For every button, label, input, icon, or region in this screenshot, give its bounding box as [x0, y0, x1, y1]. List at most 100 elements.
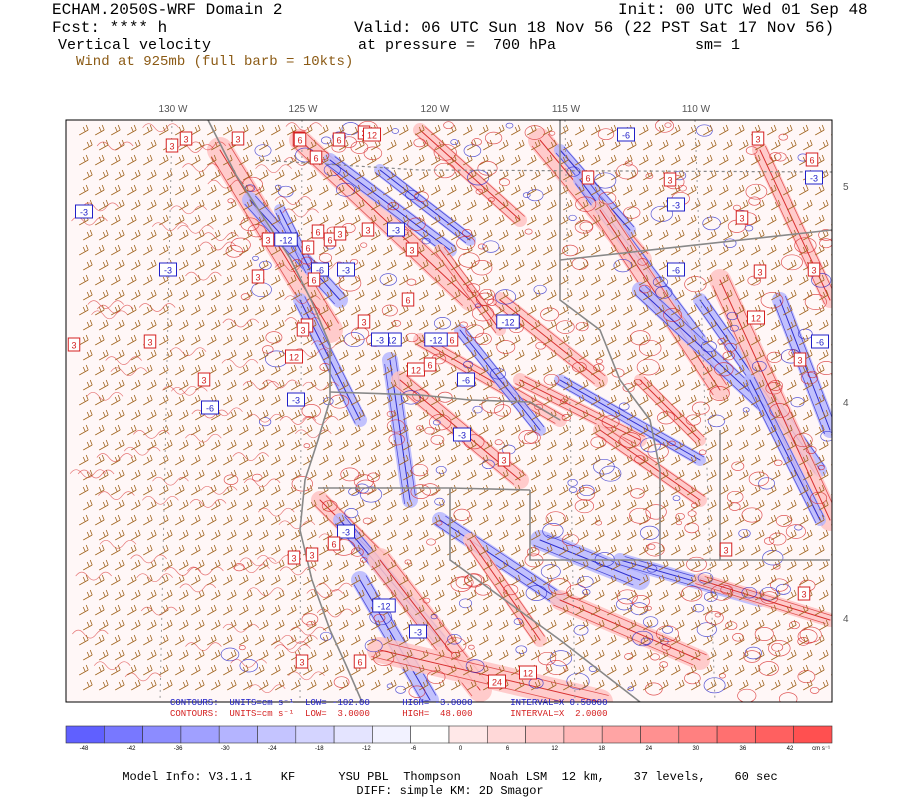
valid-time: Valid: 06 UTC Sun 18 Nov 56 (22 PST Sat …: [354, 19, 835, 37]
wind-barb: [211, 649, 221, 661]
wind-barb: [115, 649, 125, 661]
small-contour: [410, 484, 431, 499]
wind-barb: [143, 124, 153, 136]
wind-barb: [367, 304, 377, 316]
velocity-contour: [371, 656, 566, 702]
small-contour: [426, 670, 446, 684]
wind-barb: [515, 619, 525, 631]
wind-barb: [227, 469, 237, 481]
wind-barb: [95, 124, 105, 136]
wind-barb: [243, 409, 253, 421]
wind-barb: [719, 634, 729, 646]
wind-barb: [575, 394, 585, 406]
wind-barb: [435, 679, 445, 691]
small-contour: [568, 486, 578, 493]
wind-barb: [751, 364, 761, 376]
wind-barb: [371, 679, 381, 691]
wind-barb: [691, 439, 701, 451]
wind-barb: [403, 439, 413, 451]
wind-barb: [319, 184, 329, 196]
small-contour: [351, 547, 364, 557]
ocean-contour: [285, 122, 323, 131]
wind-barb: [527, 244, 537, 256]
wind-barb: [479, 364, 489, 376]
small-contour: [652, 276, 668, 288]
wind-barb: [547, 349, 557, 361]
wind-barb: [835, 350, 844, 360]
contour-label: 6: [293, 132, 307, 147]
wind-barb: [531, 469, 541, 481]
small-contour: [432, 419, 441, 426]
wind-barb: [287, 424, 297, 436]
wind-barb: [179, 589, 189, 601]
wind-barb: [803, 619, 813, 631]
wind-barb: [511, 154, 521, 166]
contour-label-value: -3: [392, 226, 400, 236]
small-contour: [488, 197, 495, 203]
wind-barb: [675, 439, 685, 451]
wind-barb: [623, 604, 633, 616]
small-contour: [714, 362, 734, 377]
wind-barb: [143, 604, 153, 616]
wind-barb: [319, 214, 329, 226]
wind-barb: [547, 649, 557, 661]
wind-barb: [511, 334, 521, 346]
wind-barb: [639, 664, 649, 676]
small-contour: [743, 650, 761, 663]
velocity-contour: [445, 515, 566, 597]
small-contour: [566, 166, 581, 177]
wind-barb: [211, 439, 221, 451]
wind-barb: [591, 454, 601, 466]
velocity-contour: [784, 295, 832, 419]
wind-barb: [799, 634, 809, 646]
velocity-contour: [459, 329, 541, 431]
wind-barb: [115, 559, 125, 571]
wind-barb: [191, 484, 201, 496]
lat-label-40: 4: [843, 614, 849, 625]
wind-barb: [463, 274, 473, 286]
wind-barb: [611, 649, 621, 661]
wind-barb: [835, 320, 844, 330]
wind-barb: [531, 529, 541, 541]
wind-barb: [271, 574, 281, 586]
wind-barb: [771, 439, 781, 451]
wind-barb: [243, 379, 253, 391]
contour-label: 3: [261, 232, 275, 247]
wind-barb: [559, 424, 569, 436]
wind-barb: [175, 424, 185, 436]
wind-barb: [179, 379, 189, 391]
small-contour: [797, 629, 818, 644]
wind-barb: [495, 544, 505, 556]
wind-barb: [771, 259, 781, 271]
wind-barb: [367, 274, 377, 286]
wind-barb: [95, 544, 105, 556]
wind-barb: [319, 514, 329, 526]
wind-barb: [707, 589, 717, 601]
wind-barb: [563, 379, 573, 391]
wind-barb: [563, 199, 573, 211]
wind-barb: [243, 229, 253, 241]
small-contour: [359, 486, 383, 503]
wind-barb: [323, 439, 333, 451]
wind-barb: [703, 454, 713, 466]
wind-barb: [835, 500, 844, 510]
wind-barb: [735, 484, 745, 496]
wind-barb: [95, 274, 105, 286]
wind-barb: [355, 469, 365, 481]
wind-barb: [579, 499, 589, 511]
small-contour: [238, 645, 246, 651]
wind-barb: [767, 334, 777, 346]
wind-barb: [131, 409, 141, 421]
small-contour: [321, 500, 338, 512]
wind-barb: [259, 169, 269, 181]
contour-label-value: -12: [383, 336, 396, 346]
contour-label: -3: [75, 204, 93, 219]
wind-barb: [771, 289, 781, 301]
wind-barb: [527, 424, 537, 436]
small-contour: [707, 414, 726, 428]
contour-label: -12: [424, 332, 448, 347]
wind-barb: [207, 334, 217, 346]
contour-label-value: 3: [255, 273, 260, 283]
small-contour: [577, 575, 594, 588]
contour-label: -3: [337, 524, 355, 539]
